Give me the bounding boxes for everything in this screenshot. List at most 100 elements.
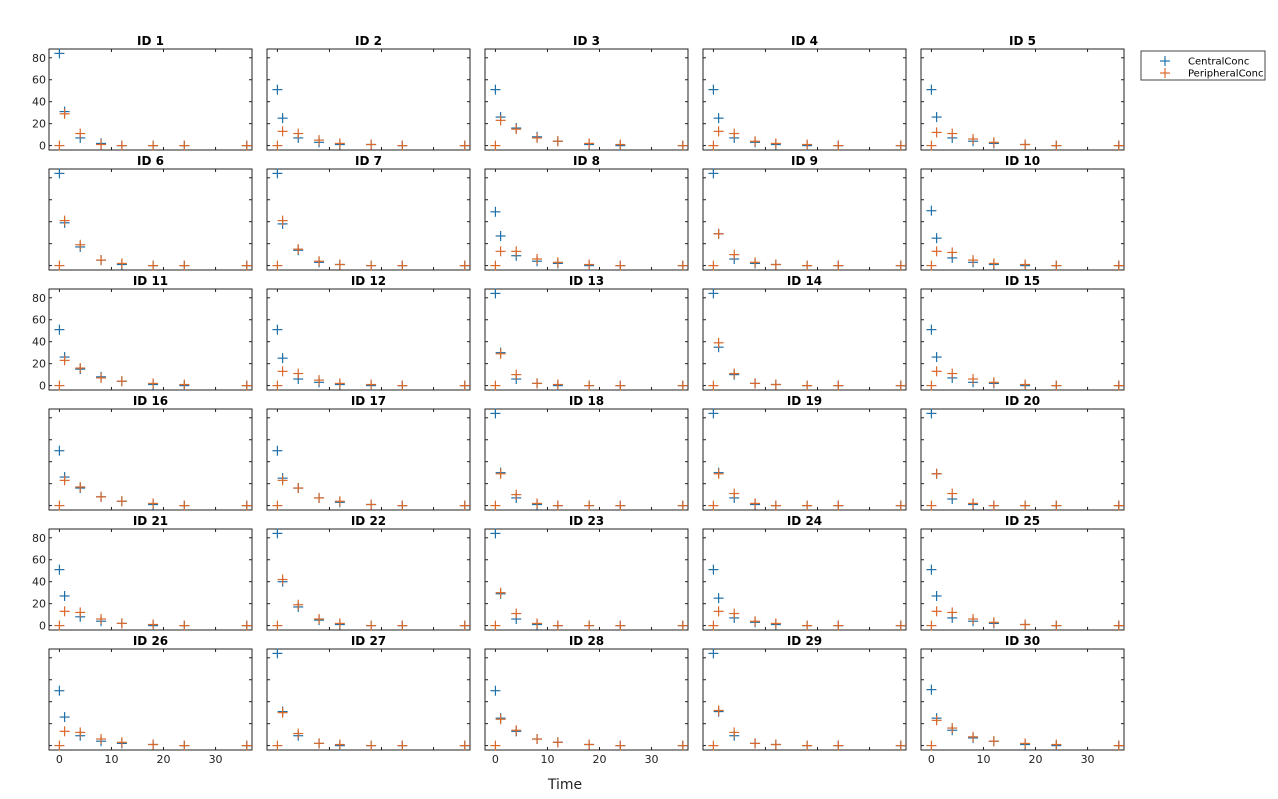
- panel-frame: [266, 528, 471, 631]
- central-point: [926, 564, 937, 575]
- panel-title: ID 17: [351, 394, 386, 408]
- panel-title: ID 6: [137, 154, 164, 168]
- peripheral-point: [96, 614, 107, 625]
- peripheral-point: [314, 375, 325, 386]
- panel-frame: [920, 48, 1125, 151]
- peripheral-point: [615, 380, 626, 391]
- peripheral-point: [708, 260, 719, 271]
- peripheral-point: [293, 128, 304, 139]
- peripheral-point: [988, 258, 999, 269]
- panel-frame: [266, 288, 471, 391]
- peripheral-point: [677, 500, 688, 511]
- y-tick-label: 80: [32, 532, 46, 545]
- peripheral-point: [490, 260, 501, 271]
- panel-title: ID 4: [791, 34, 818, 48]
- panel-title: ID 19: [787, 394, 822, 408]
- peripheral-point: [729, 128, 740, 139]
- panel-title: ID 27: [351, 634, 386, 648]
- panel-frame: [702, 528, 907, 631]
- panel-27: ID 27: [266, 634, 471, 751]
- peripheral-point: [1113, 260, 1124, 271]
- peripheral-point: [148, 619, 159, 630]
- peripheral-point: [490, 740, 501, 751]
- peripheral-point: [334, 739, 345, 750]
- peripheral-point: [833, 740, 844, 751]
- peripheral-point: [397, 500, 408, 511]
- peripheral-point: [490, 140, 501, 151]
- peripheral-point: [532, 378, 543, 389]
- peripheral-point: [495, 348, 506, 359]
- peripheral-point: [833, 620, 844, 631]
- peripheral-point: [277, 126, 288, 137]
- central-point: [713, 593, 724, 604]
- peripheral-point: [584, 380, 595, 391]
- peripheral-point: [988, 617, 999, 628]
- peripheral-point: [1113, 140, 1124, 151]
- central-point: [708, 408, 719, 419]
- x-tick-label: 30: [645, 753, 659, 766]
- peripheral-point: [750, 738, 761, 749]
- central-point: [926, 684, 937, 695]
- peripheral-point: [334, 259, 345, 270]
- peripheral-point: [75, 727, 86, 738]
- x-tick-label: 10: [976, 753, 990, 766]
- peripheral-point: [495, 587, 506, 598]
- peripheral-point: [584, 500, 595, 511]
- peripheral-point: [397, 620, 408, 631]
- peripheral-point: [272, 620, 283, 631]
- panel-28: ID 28 0 10 20 30: [484, 634, 689, 766]
- central-point: [490, 206, 501, 217]
- peripheral-point: [532, 498, 543, 509]
- x-tick-label: 0: [56, 753, 63, 766]
- peripheral-point: [1051, 380, 1062, 391]
- peripheral-point: [96, 255, 107, 266]
- peripheral-point: [770, 138, 781, 149]
- x-tick-label: 10: [540, 753, 554, 766]
- peripheral-point: [1020, 500, 1031, 511]
- peripheral-point: [459, 740, 470, 751]
- peripheral-point: [366, 379, 377, 390]
- peripheral-point: [968, 374, 979, 385]
- central-point: [931, 233, 942, 244]
- peripheral-point: [615, 260, 626, 271]
- central-point: [926, 84, 937, 95]
- panel-title: ID 20: [1005, 394, 1040, 408]
- peripheral-point: [895, 380, 906, 391]
- peripheral-point: [895, 500, 906, 511]
- peripheral-point: [708, 740, 719, 751]
- peripheral-point: [314, 492, 325, 503]
- central-point: [490, 408, 501, 419]
- central-point: [926, 324, 937, 335]
- peripheral-point: [116, 376, 127, 387]
- panel-frame: [920, 528, 1125, 631]
- y-tick-label: 80: [32, 292, 46, 305]
- peripheral-point: [708, 380, 719, 391]
- peripheral-point: [988, 500, 999, 511]
- peripheral-point: [59, 606, 70, 617]
- peripheral-point: [713, 126, 724, 137]
- panel-24: ID 24: [702, 514, 907, 631]
- peripheral-point: [54, 260, 65, 271]
- peripheral-point: [770, 259, 781, 270]
- central-point: [490, 288, 501, 299]
- peripheral-point: [895, 740, 906, 751]
- peripheral-point: [713, 606, 724, 617]
- peripheral-point: [895, 140, 906, 151]
- y-tick-label: 0: [39, 380, 46, 393]
- peripheral-point: [968, 614, 979, 625]
- peripheral-point: [931, 468, 942, 479]
- peripheral-point: [988, 137, 999, 148]
- panel-frame: [920, 288, 1125, 391]
- panel-title: ID 8: [573, 154, 600, 168]
- peripheral-point: [277, 574, 288, 585]
- peripheral-point: [459, 140, 470, 151]
- panel-22: ID 22: [266, 514, 471, 631]
- panel-title: ID 22: [351, 514, 386, 528]
- peripheral-point: [968, 134, 979, 145]
- peripheral-point: [179, 620, 190, 631]
- central-point: [272, 648, 283, 659]
- panel-title: ID 15: [1005, 274, 1040, 288]
- central-point: [272, 528, 283, 539]
- panel-frame: [702, 288, 907, 391]
- peripheral-point: [314, 135, 325, 146]
